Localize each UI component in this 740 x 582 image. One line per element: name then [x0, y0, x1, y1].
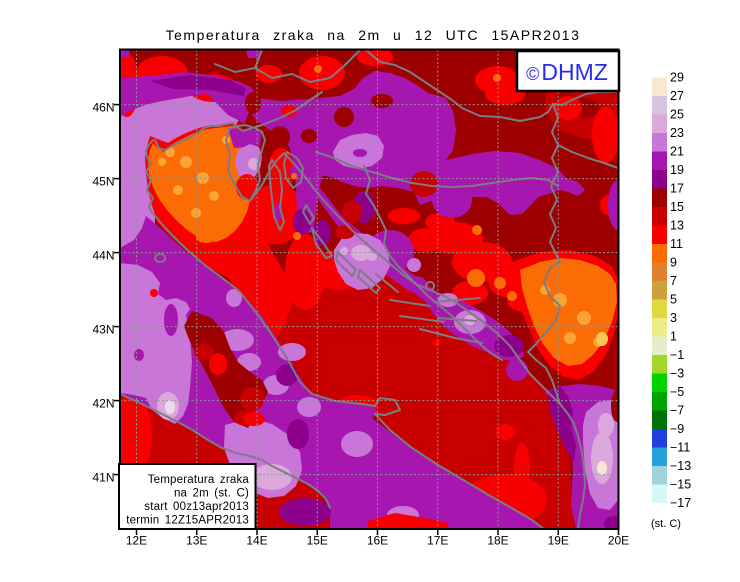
svg-text:13: 13	[670, 219, 684, 233]
svg-text:Temperatura zraka na 2m u 12 U: Temperatura zraka na 2m u 12 UTC 15APR20…	[166, 27, 581, 43]
svg-text:−9: −9	[670, 422, 684, 436]
svg-text:23: 23	[670, 126, 684, 140]
svg-text:17E: 17E	[427, 534, 448, 548]
svg-text:42N: 42N	[92, 396, 114, 410]
svg-text:1: 1	[670, 330, 677, 344]
svg-text:−11: −11	[670, 441, 690, 455]
svg-text:15E: 15E	[307, 534, 328, 548]
svg-text:5: 5	[670, 293, 677, 307]
svg-text:16E: 16E	[367, 534, 388, 548]
svg-text:11: 11	[670, 237, 683, 251]
svg-text:13E: 13E	[186, 534, 207, 548]
svg-text:Temperatura zraka: Temperatura zraka	[148, 474, 250, 486]
svg-text:19: 19	[670, 163, 684, 177]
svg-text:−13: −13	[670, 459, 691, 473]
svg-text:41N: 41N	[92, 470, 114, 484]
svg-text:43N: 43N	[92, 322, 114, 336]
svg-text:20E: 20E	[608, 534, 629, 548]
svg-text:44N: 44N	[92, 248, 114, 262]
svg-text:18E: 18E	[487, 534, 508, 548]
svg-text:45N: 45N	[92, 174, 114, 188]
svg-text:©DHMZ: ©DHMZ	[526, 59, 608, 85]
svg-text:19E: 19E	[548, 534, 569, 548]
svg-text:17: 17	[670, 182, 684, 196]
svg-text:9: 9	[670, 256, 677, 270]
svg-text:15: 15	[670, 200, 684, 214]
svg-text:−1: −1	[670, 348, 684, 362]
svg-text:(st. C): (st. C)	[651, 518, 681, 530]
svg-text:21: 21	[670, 145, 684, 159]
svg-text:na 2m (st. C): na 2m (st. C)	[174, 488, 249, 500]
svg-text:14E: 14E	[246, 534, 267, 548]
svg-text:−5: −5	[670, 385, 684, 399]
svg-text:−17: −17	[670, 496, 691, 510]
svg-text:start 00z13apr2013: start 00z13apr2013	[144, 501, 249, 513]
svg-text:29: 29	[670, 71, 684, 85]
svg-text:7: 7	[670, 274, 677, 288]
svg-text:3: 3	[670, 311, 677, 325]
svg-text:termin 12Z15APR2013: termin 12Z15APR2013	[126, 515, 249, 527]
svg-text:−7: −7	[670, 404, 684, 418]
svg-text:−15: −15	[670, 478, 691, 492]
svg-text:46N: 46N	[92, 100, 114, 114]
svg-text:27: 27	[670, 89, 684, 103]
svg-text:−3: −3	[670, 367, 684, 381]
svg-text:12E: 12E	[126, 534, 147, 548]
svg-text:25: 25	[670, 108, 684, 122]
